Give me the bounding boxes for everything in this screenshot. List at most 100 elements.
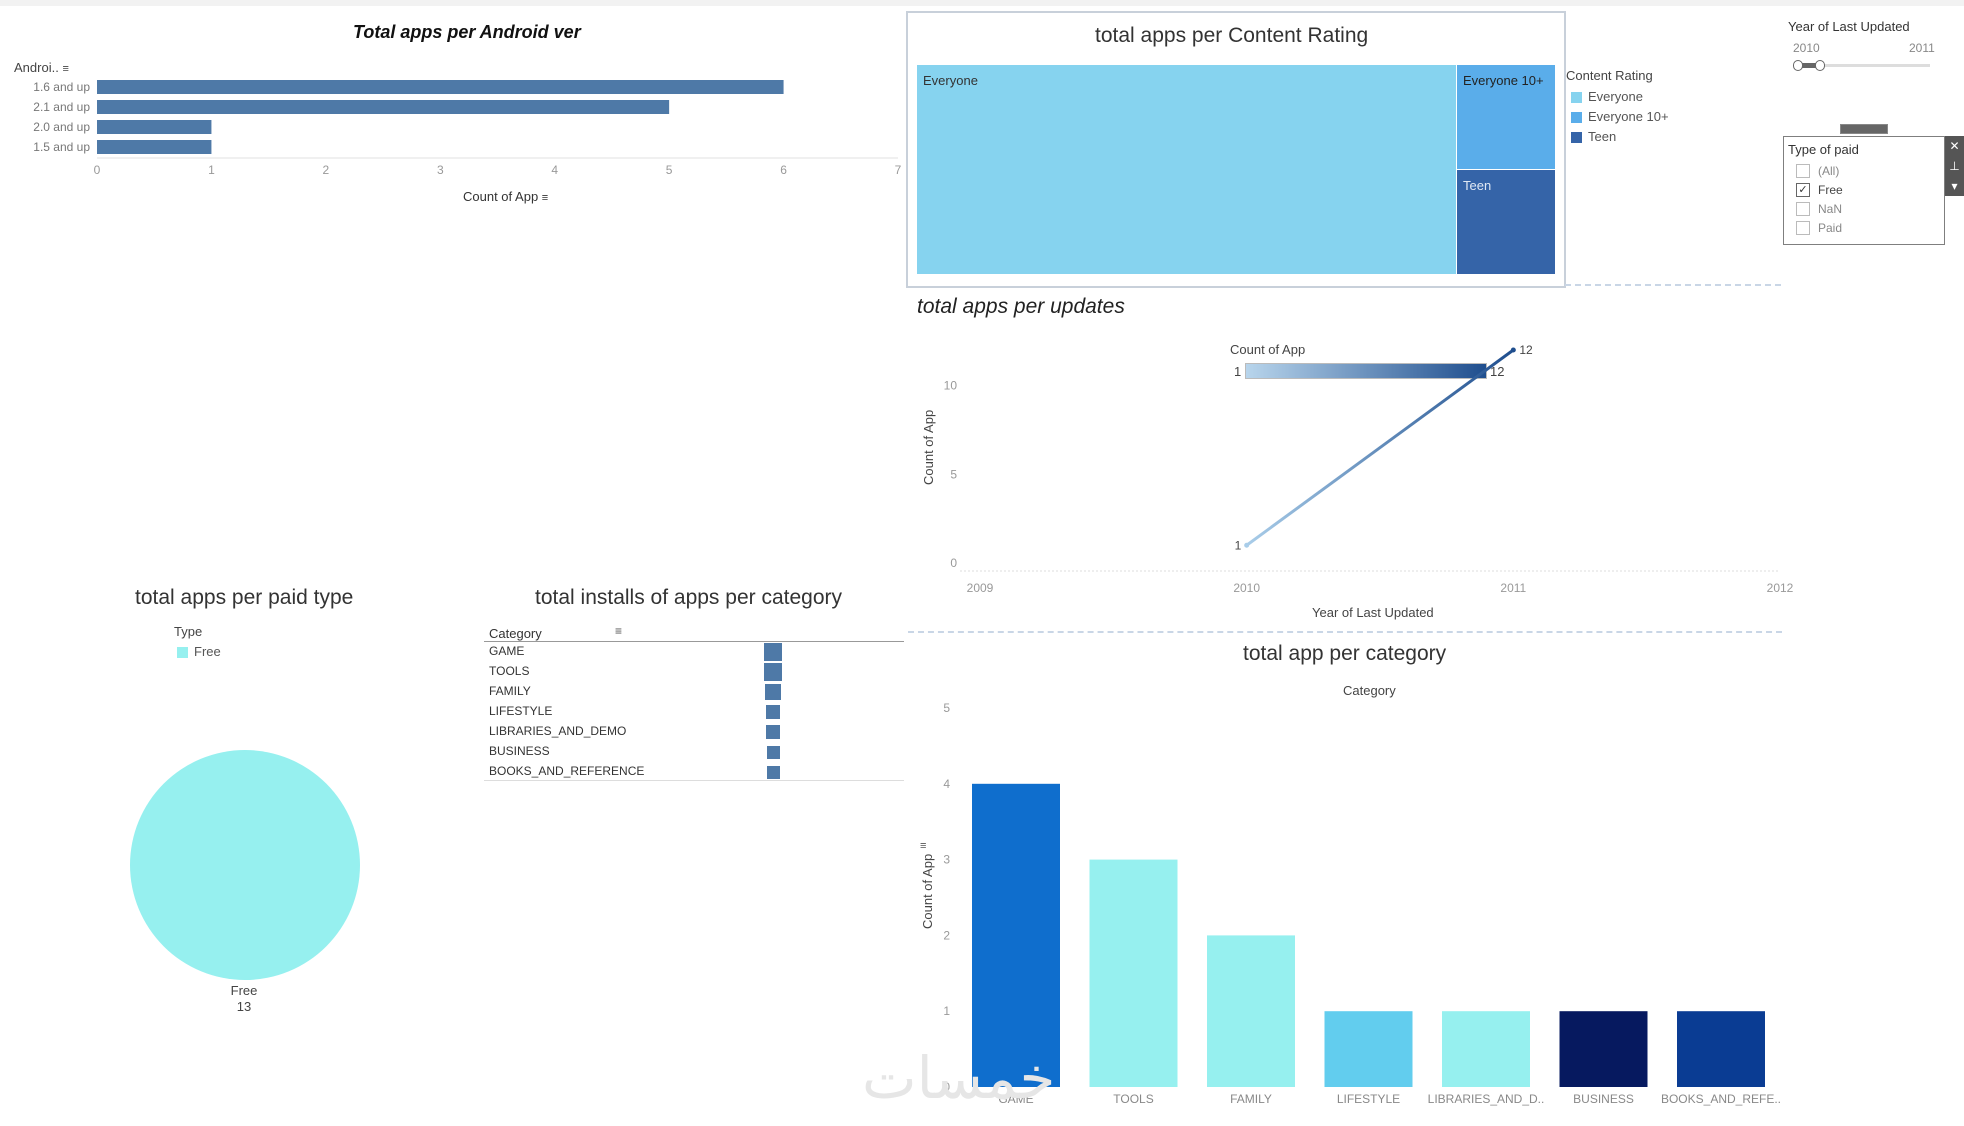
legend-label: Teen	[1588, 129, 1617, 144]
updates-ylabel: Count of App	[921, 409, 936, 485]
year-slider-start-handle[interactable]	[1793, 60, 1803, 71]
android-bar[interactable]	[97, 120, 212, 134]
android-category-label: 2.1 and up	[33, 100, 90, 114]
updates-y-tick: 0	[950, 556, 957, 570]
installs-row-label[interactable]: BUSINESS	[489, 744, 550, 758]
android-category-label: 1.6 and up	[33, 80, 90, 94]
year-filter-end: 2011	[1909, 41, 1935, 55]
installs-row-label[interactable]: LIFESTYLE	[489, 704, 553, 718]
category-bar[interactable]	[1677, 1011, 1765, 1087]
paid-type-legend-item[interactable]: Free	[177, 644, 221, 659]
android-tick-label: 1	[208, 163, 215, 177]
updates-legend-title: Count of App	[1230, 342, 1306, 357]
updates-legend-min: 1	[1234, 364, 1242, 379]
installs-mark[interactable]	[765, 684, 781, 700]
legend-item-everyone10[interactable]: Everyone 10+	[1571, 109, 1669, 129]
treemap-everyone10[interactable]: Everyone 10+	[1457, 65, 1555, 169]
updates-xlabel: Year of Last Updated	[1312, 605, 1434, 620]
installs-mark[interactable]	[764, 643, 782, 661]
legend-label: Free	[194, 644, 221, 659]
installs-header: Category	[489, 626, 542, 641]
installs-mark[interactable]	[764, 663, 782, 681]
sort-icon[interactable]: ≡	[920, 840, 927, 852]
legend-swatch	[1571, 92, 1582, 104]
android-axis-header[interactable]: Androi.. ≡	[14, 60, 69, 75]
category-x-label: BUSINESS	[1573, 1092, 1634, 1106]
divider	[908, 631, 1782, 633]
installs-header-rule	[484, 641, 904, 642]
category-y-tick: 5	[943, 701, 950, 715]
checkbox[interactable]	[1796, 163, 1810, 178]
category-bar[interactable]	[1207, 935, 1295, 1087]
category-x-label: LIFESTYLE	[1337, 1092, 1400, 1106]
year-slider-track[interactable]	[1795, 64, 1930, 67]
installs-row-label[interactable]: LIBRARIES_AND_DEMO	[489, 724, 627, 738]
filter-option-paid[interactable]: Paid	[1784, 218, 1944, 237]
filter-option-label: Paid	[1818, 220, 1843, 235]
filter-option-free[interactable]: ✓ Free	[1784, 180, 1944, 199]
android-category-label: 1.5 and up	[33, 140, 90, 154]
category-x-label: LIBRARIES_AND_D..	[1428, 1092, 1545, 1106]
checkbox-checked[interactable]: ✓	[1796, 182, 1810, 197]
android-axis-header-label: Androi..	[14, 60, 59, 75]
android-bar[interactable]	[97, 140, 212, 154]
category-x-label: FAMILY	[1230, 1092, 1272, 1106]
pie-label: Free	[230, 983, 258, 998]
updates-chart: 10 5 0 2009 2010 2011 2012 1 12	[944, 343, 1794, 595]
installs-mark[interactable]	[766, 705, 780, 719]
category-bar[interactable]	[1089, 859, 1178, 1087]
category-bar[interactable]	[1324, 1011, 1413, 1087]
category-bar[interactable]	[972, 783, 1060, 1087]
filter-option-label: Free	[1818, 182, 1843, 197]
installs-row-label[interactable]: GAME	[489, 644, 525, 658]
pie-slice-free[interactable]	[130, 750, 360, 980]
legend-swatch	[1571, 112, 1582, 124]
category-y-tick: 1	[943, 1004, 950, 1018]
installs-chart-title: total installs of apps per category	[535, 586, 843, 609]
category-x-label: TOOLS	[1113, 1092, 1153, 1106]
updates-point[interactable]	[1244, 542, 1250, 548]
content-rating-legend: Everyone Everyone 10+ Teen	[1571, 89, 1669, 149]
treemap-teen[interactable]: Teen	[1457, 170, 1555, 274]
pin-icon[interactable]: ⊥	[1949, 159, 1960, 173]
installs-mark[interactable]	[766, 725, 780, 739]
legend-item-teen[interactable]: Teen	[1571, 129, 1669, 149]
android-bar[interactable]	[97, 100, 670, 114]
checkbox[interactable]	[1796, 201, 1810, 216]
updates-x-tick: 2009	[967, 581, 994, 595]
sort-icon[interactable]: ≡	[541, 192, 549, 204]
filter-option-nan[interactable]: NaN	[1784, 199, 1944, 218]
legend-swatch	[1571, 132, 1582, 144]
updates-point[interactable]	[1510, 347, 1516, 353]
year-slider-end-handle[interactable]	[1815, 60, 1825, 71]
android-tick-label: 3	[437, 163, 444, 177]
filter-drag-handle[interactable]	[1840, 124, 1888, 134]
legend-item-everyone[interactable]: Everyone	[1571, 89, 1669, 109]
installs-row-label[interactable]: BOOKS_AND_REFERENCE	[489, 764, 645, 778]
filter-controls: ✕ ⊥ ▾	[1945, 136, 1964, 196]
updates-x-tick: 2010	[1233, 581, 1260, 595]
treemap-everyone[interactable]: Everyone	[917, 65, 1456, 274]
legend-label: Everyone 10+	[1588, 109, 1669, 124]
chevron-down-icon[interactable]: ▾	[1951, 179, 1958, 193]
android-chart: 1.6 and up 2.1 and up 2.0 and up 1.5 and up…	[33, 80, 902, 177]
treemap-teen-label: Teen	[1463, 178, 1492, 193]
category-bar[interactable]	[1442, 1011, 1530, 1087]
checkbox[interactable]	[1796, 220, 1810, 235]
installs-row-label[interactable]: FAMILY	[489, 684, 531, 698]
category-y-tick: 0	[943, 1080, 950, 1094]
filter-option-all[interactable]: (All)	[1784, 161, 1944, 180]
sort-icon[interactable]: ≡	[615, 624, 623, 638]
updates-y-tick: 10	[944, 379, 958, 393]
installs-row-label[interactable]: TOOLS	[489, 664, 530, 678]
close-icon[interactable]: ✕	[1949, 139, 1960, 153]
category-bar[interactable]	[1559, 1011, 1648, 1087]
android-bar[interactable]	[97, 80, 784, 94]
updates-point-label: 12	[1519, 343, 1533, 357]
updates-chart-title: total apps per updates	[917, 295, 1125, 318]
filter-option-label: NaN	[1818, 201, 1843, 216]
installs-mark[interactable]	[766, 745, 780, 759]
sort-icon[interactable]: ≡	[62, 63, 69, 75]
installs-mark[interactable]	[766, 765, 780, 779]
android-tick-label: 2	[323, 163, 330, 177]
